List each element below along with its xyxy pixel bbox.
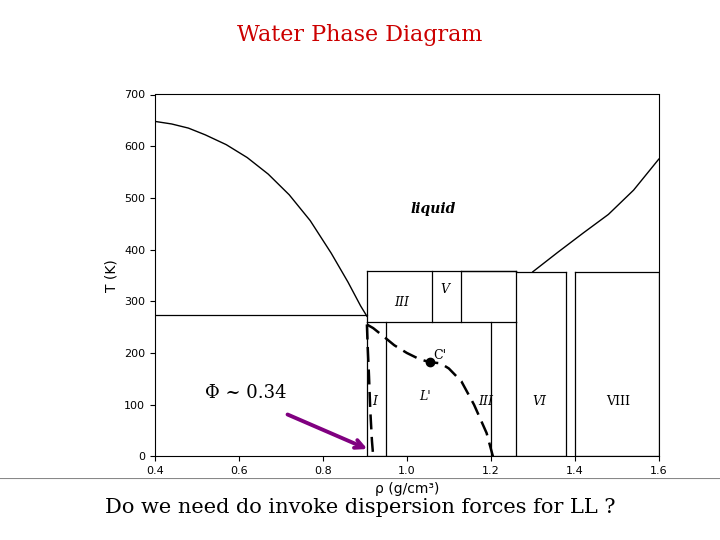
Text: III: III — [478, 395, 493, 408]
Text: L': L' — [419, 390, 431, 403]
Text: liquid: liquid — [411, 202, 456, 217]
Text: C': C' — [433, 349, 446, 362]
Text: VI: VI — [533, 395, 546, 408]
Text: VIII: VIII — [606, 395, 630, 408]
X-axis label: ρ (g/cm³): ρ (g/cm³) — [374, 482, 439, 496]
Text: V: V — [441, 284, 449, 296]
Y-axis label: T (K): T (K) — [104, 259, 118, 292]
Text: Φ ~ 0.34: Φ ~ 0.34 — [205, 384, 287, 402]
Text: I: I — [372, 395, 377, 408]
Text: III: III — [394, 296, 409, 309]
Text: Water Phase Diagram: Water Phase Diagram — [238, 24, 482, 46]
Text: Do we need do invoke dispersion forces for LL ?: Do we need do invoke dispersion forces f… — [104, 498, 616, 517]
